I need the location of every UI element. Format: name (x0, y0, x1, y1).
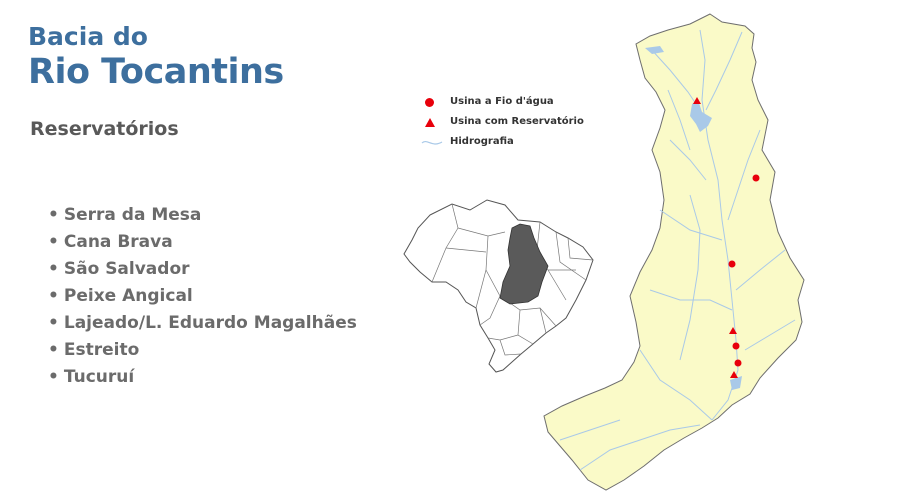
legend-label: Hidrografia (450, 136, 514, 147)
title-line-1: Bacia do (28, 22, 148, 51)
title-line-2: Rio Tocantins (28, 52, 284, 92)
brazil-outline (403, 199, 594, 373)
tocantins-basin-highlight (499, 223, 549, 305)
basin-area (543, 13, 805, 491)
reservoir-plant-icon (730, 371, 738, 378)
red-circle-icon (425, 98, 434, 107)
list-item: São Salvador (48, 256, 357, 283)
subtitle: Reservatórios (30, 118, 179, 140)
reservoir-lake (730, 376, 742, 390)
tocantins-basin-map (543, 13, 805, 491)
reservoir-lake (690, 100, 712, 132)
run-of-river-plant-icon (752, 174, 760, 182)
list-item: Tucuruí (48, 364, 357, 391)
river-line-icon (421, 140, 443, 145)
river-network (559, 29, 796, 471)
reservoir-plant-icon (693, 97, 701, 104)
title-block: Bacia do Rio Tocantins (28, 22, 284, 92)
state-borders (431, 203, 594, 356)
run-of-river-plant-icon (728, 260, 736, 268)
list-item: Serra da Mesa (48, 202, 357, 229)
brazil-inset-map (403, 199, 594, 373)
reservoir-list: Serra da Mesa Cana Brava São Salvador Pe… (48, 202, 357, 391)
legend-label: Usina a Fio d'água (450, 96, 554, 107)
red-triangle-icon (425, 118, 435, 127)
list-item: Peixe Angical (48, 283, 357, 310)
legend-label: Usina com Reservatório (450, 116, 584, 127)
run-of-river-plant-icon (734, 359, 742, 367)
list-item: Cana Brava (48, 229, 357, 256)
list-item: Lajeado/L. Eduardo Magalhães (48, 310, 357, 337)
run-of-river-plant-icon (732, 342, 740, 350)
reservoir-plant-icon (729, 327, 737, 334)
list-item: Estreito (48, 337, 357, 364)
reservoir-lake (645, 46, 664, 54)
